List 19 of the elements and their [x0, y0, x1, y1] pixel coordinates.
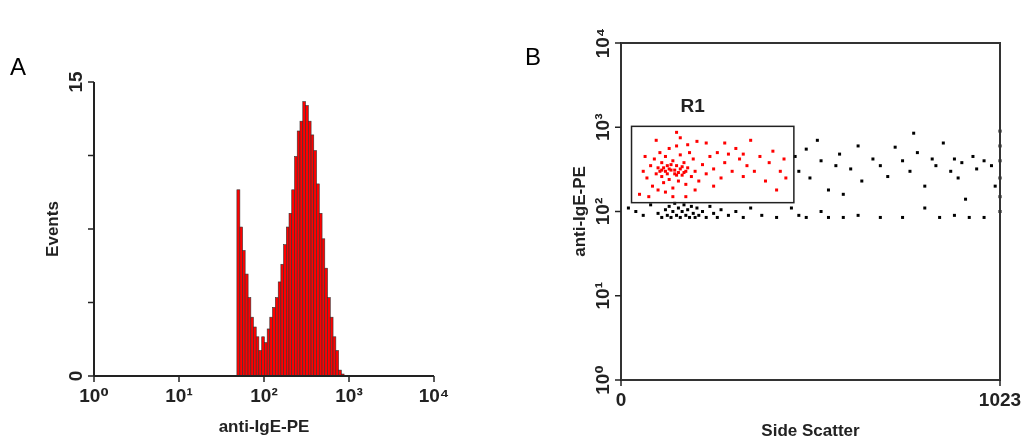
annotation: R1 [680, 95, 706, 117]
x-tick-label: 0 [615, 389, 627, 410]
y-tick-label: 10⁴ [592, 27, 613, 59]
x-tick-label: 10⁰ [79, 385, 109, 406]
chart-title: A [10, 53, 27, 80]
chart-title: B [525, 43, 542, 70]
x-tick-label: 10² [250, 385, 278, 406]
y-tick-label: 10² [592, 197, 613, 226]
y-axis-title: anti-IgE-PE [570, 166, 589, 257]
y-tick-label: 15 [65, 71, 86, 93]
x-tick-label: 10⁴ [418, 385, 450, 406]
y-tick-label: 10³ [592, 113, 613, 141]
x-axis-title: Side Scatter [761, 421, 861, 440]
x-tick-label: 1023 [978, 389, 1022, 410]
y-tick-label: 10¹ [592, 282, 613, 310]
x-tick-label: 10¹ [165, 385, 193, 406]
x-tick-label: 10³ [335, 385, 363, 406]
x-axis-title: anti-IgE-PE [218, 417, 310, 436]
y-axis-title: Events [43, 201, 62, 257]
